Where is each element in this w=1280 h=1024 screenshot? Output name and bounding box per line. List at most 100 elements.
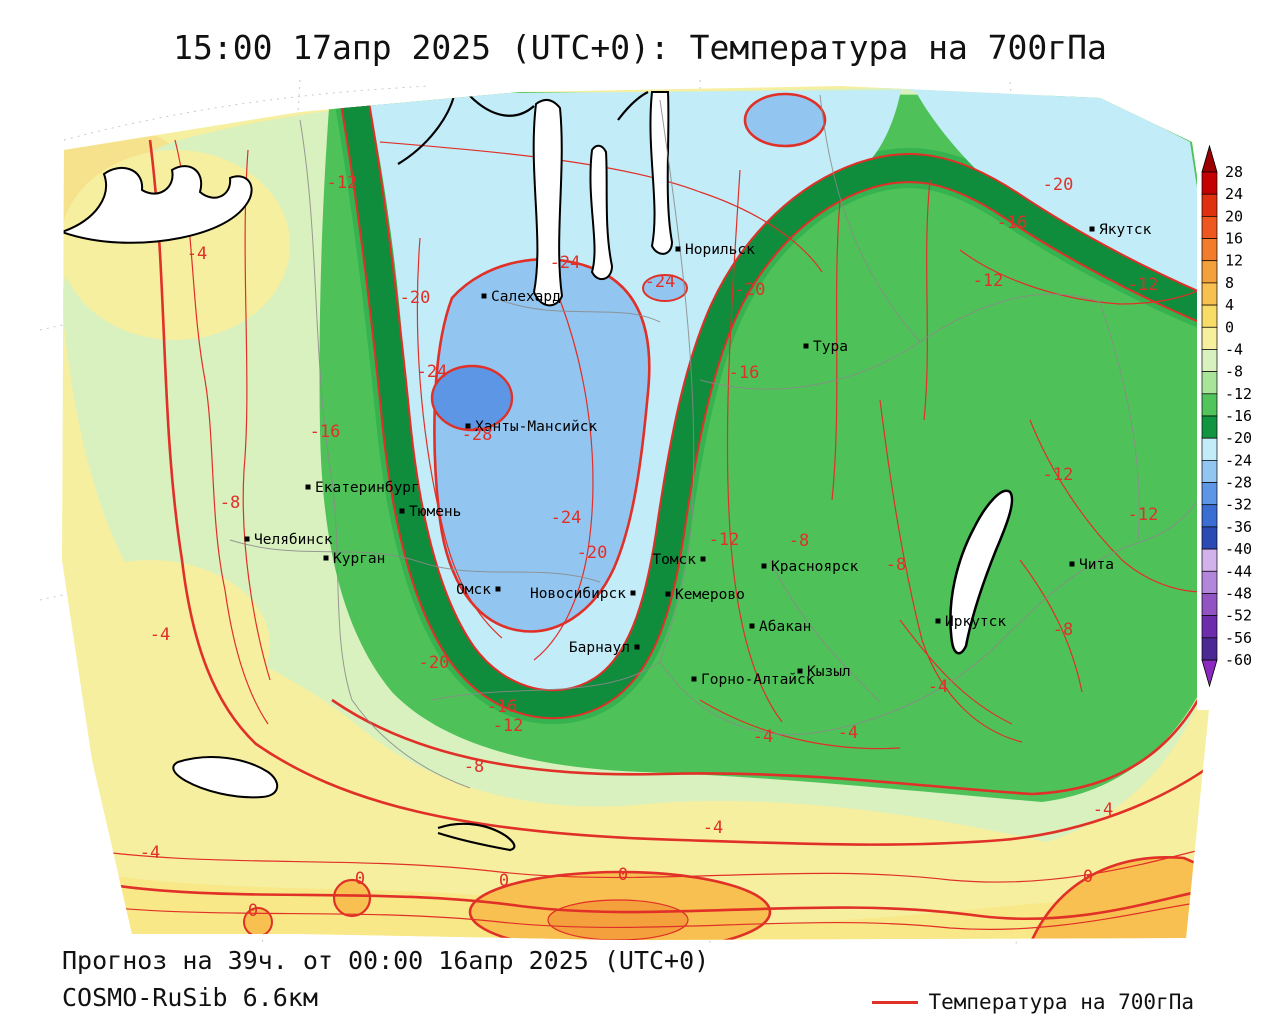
arctic-coastline	[397, 95, 456, 165]
city-label: Барнаул	[569, 640, 630, 656]
admin-border	[659, 641, 1001, 735]
city-marker	[665, 591, 671, 597]
contour-label: -8	[886, 555, 906, 575]
contour-label: -20	[400, 288, 431, 308]
norilsk-cold-spot	[642, 274, 688, 302]
city-marker	[634, 644, 640, 650]
colorbar-segment	[1201, 570, 1218, 594]
city-marker	[803, 343, 809, 349]
contour-line-major	[148, 139, 1217, 846]
contour-label: -16	[997, 213, 1028, 233]
city-label: Абакан	[759, 619, 811, 635]
contour-label: 0	[618, 865, 628, 885]
page-title: 15:00 17апр 2025 (UTC+0): Температура на…	[173, 28, 1107, 67]
contour-line	[533, 299, 594, 661]
colorbar-tick-label: -60	[1225, 651, 1252, 669]
colorbar-tick-label: 12	[1225, 252, 1243, 270]
colorbar-segment	[1201, 282, 1218, 306]
contour-label: -4	[928, 677, 948, 697]
colorbar-segment	[1201, 482, 1218, 506]
admin-border	[229, 539, 601, 583]
colorbar-segment	[1201, 393, 1218, 417]
contour-line-major	[62, 874, 1217, 921]
contour-label: -12	[327, 173, 358, 193]
contour-line	[416, 237, 503, 639]
city-label: Омск	[456, 582, 491, 598]
colorbar-tick-label: -4	[1225, 340, 1243, 358]
graticule-line	[63, 85, 431, 141]
contour-line	[831, 199, 841, 501]
colorbar-segment	[1201, 326, 1218, 350]
colorbar-tick-label: 16	[1225, 230, 1243, 248]
city-marker	[700, 556, 706, 562]
city-marker	[1069, 561, 1075, 567]
contour-label: -16	[487, 697, 518, 717]
contour-label: -16	[310, 422, 341, 442]
city-marker	[399, 508, 405, 514]
admin-border	[299, 119, 353, 701]
cold-core-dark-blue	[430, 364, 514, 432]
colorbar-segment	[1201, 171, 1218, 195]
colorbar-tick-label: -56	[1225, 629, 1252, 647]
city-marker	[1089, 226, 1095, 232]
city-label: Красноярск	[771, 559, 859, 575]
city-label: Тура	[813, 339, 848, 355]
colorbar-tick-label: -36	[1225, 518, 1252, 536]
ob-estuary	[532, 98, 564, 307]
contour-labels: -12 -20 -16 -4 -24 -24 -20 -20 -12 -12 -24 -16 -16 -2…	[140, 173, 1159, 921]
city-marker	[675, 246, 681, 252]
contour-label: -24	[551, 508, 582, 528]
legend-line-sample	[872, 1000, 919, 1004]
arctic-coastline	[469, 95, 535, 117]
city-marker	[691, 676, 697, 682]
colorbar-tick-label: 4	[1225, 296, 1234, 314]
contour-line	[899, 619, 1013, 725]
colorbar-tick-label: -16	[1225, 407, 1252, 425]
city-label: Якутск	[1099, 222, 1152, 238]
colorbar-segment	[1201, 371, 1218, 395]
contour-line	[1029, 419, 1217, 593]
admin-border	[499, 299, 661, 323]
colorbar-segment	[1201, 526, 1218, 550]
colorbar-segment	[1201, 260, 1218, 284]
city-label: Салехард	[491, 289, 561, 305]
contour-label: 0	[248, 901, 258, 921]
colorbar-tick-label: 0	[1225, 318, 1234, 336]
city-marker	[465, 423, 471, 429]
city-marker	[244, 536, 250, 542]
contour-label: -4	[838, 723, 858, 743]
cold-band-dark-green	[339, 86, 1218, 718]
colorbar-segment	[1201, 304, 1218, 328]
contour-label: -8	[220, 493, 240, 513]
contour-line	[959, 249, 1217, 305]
arctic-coastline	[617, 91, 649, 121]
contour-line	[174, 139, 269, 725]
contour-label: -8	[789, 531, 809, 551]
colorbar-tick-label: 28	[1225, 163, 1243, 181]
contour-label: -12	[493, 716, 524, 736]
colorbar-tick-label: -40	[1225, 540, 1252, 558]
colorbar-segment	[1201, 504, 1218, 528]
admin-border	[351, 699, 471, 789]
colorbar-tick-label: -32	[1225, 496, 1252, 514]
contour-line	[379, 141, 823, 273]
city-marker	[630, 590, 636, 596]
contour-label: -20	[577, 543, 608, 563]
contour-label: -16	[729, 363, 760, 383]
city-label: Норильск	[685, 242, 755, 258]
contour-line	[1019, 559, 1083, 693]
contour-label: -12	[709, 530, 740, 550]
colorbar-segment	[1201, 193, 1218, 217]
legend-label: Температура на 700гПа	[928, 990, 1194, 1014]
colorbar: 28 24 20 16 12 8 4 0 -4 -8 -12 -16 -20 -24 -28 -32 -36 -4…	[1197, 138, 1279, 710]
colorbar-tick-label: -12	[1225, 385, 1252, 403]
contour-line	[699, 699, 901, 750]
colorbar-segment	[1201, 615, 1218, 639]
city-label: Томск	[652, 552, 696, 568]
contour-label: -12	[1128, 505, 1159, 525]
warm-core-south-center	[547, 899, 689, 940]
temperature-contour-lines	[62, 139, 1217, 931]
colorbar-tick-label: 8	[1225, 274, 1234, 292]
